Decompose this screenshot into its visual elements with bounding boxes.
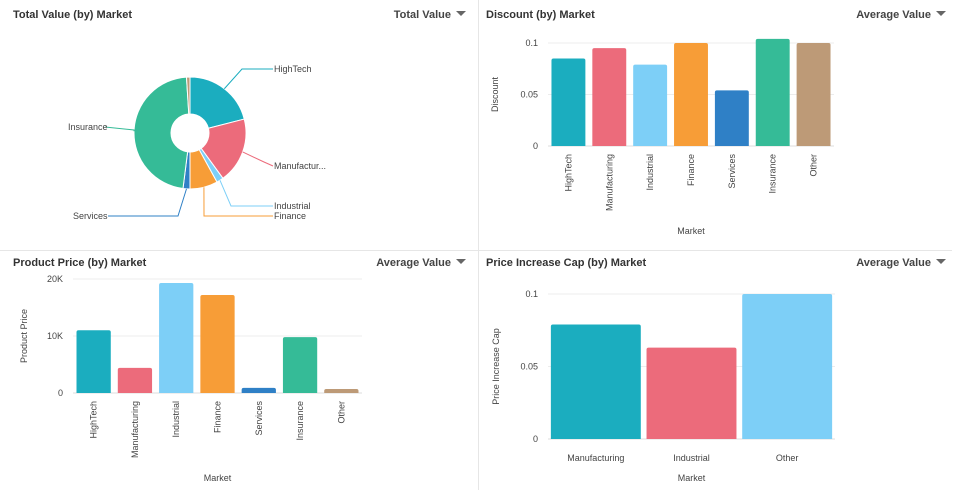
panel-title: Product Price (by) Market xyxy=(13,257,147,269)
aggregation-label: Average Value xyxy=(856,257,931,269)
bar xyxy=(551,58,586,147)
leader-line xyxy=(223,68,273,90)
bar xyxy=(324,389,359,393)
bar xyxy=(742,294,833,439)
slice-label: HighTech xyxy=(274,64,312,74)
x-tick-label: Manufacturing xyxy=(130,401,140,458)
donut-slice xyxy=(189,76,245,129)
horizontal-divider xyxy=(0,250,952,251)
x-tick-label: HighTech xyxy=(89,401,99,439)
y-tick-label: 0 xyxy=(533,434,538,444)
aggregation-dropdown[interactable]: Average Value xyxy=(856,9,946,21)
x-tick-label: Manufacturing xyxy=(567,453,624,463)
x-tick-label: Other xyxy=(336,401,346,424)
x-axis-label: Market xyxy=(677,226,705,236)
panel-title: Discount (by) Market xyxy=(486,9,595,21)
vertical-divider xyxy=(478,0,479,490)
aggregation-label: Average Value xyxy=(376,257,451,269)
donut-slice xyxy=(133,76,190,190)
panel-title: Price Increase Cap (by) Market xyxy=(486,257,647,269)
y-tick-label: 0.1 xyxy=(525,289,538,299)
slice-label: Manufactur... xyxy=(274,161,326,171)
leader-line xyxy=(104,126,135,132)
panel-price-increase-cap: 0 0.05 0.1 Manufacturing Industrial Other Pric… xyxy=(480,252,958,490)
y-tick-label: 0.05 xyxy=(520,362,538,372)
x-tick-label: Industrial xyxy=(171,401,181,438)
caret-down-icon xyxy=(936,11,946,16)
x-axis-label: Market xyxy=(204,473,232,483)
caret-down-icon xyxy=(456,11,466,16)
y-tick-label: 0.05 xyxy=(520,90,538,100)
panel-title: Total Value (by) Market xyxy=(13,9,132,21)
x-tick-label: Other xyxy=(776,453,799,463)
bar xyxy=(633,64,668,146)
slice-label: Industrial xyxy=(274,201,311,211)
aggregation-label: Total Value xyxy=(393,9,451,21)
bar xyxy=(714,90,749,146)
x-tick-label: Industrial xyxy=(673,453,710,463)
bar xyxy=(796,43,831,146)
x-axis-label: Market xyxy=(678,473,706,483)
x-tick-label: Finance xyxy=(213,401,223,433)
bar-chart: 0 0.05 0.1 HighTech Manufacturing Industrial F… xyxy=(490,38,834,236)
bar-chart: 0 0.05 0.1 Manufacturing Industrial Other Pric… xyxy=(491,289,835,483)
y-axis-label: Discount xyxy=(490,76,500,112)
donut-slice xyxy=(185,76,191,115)
x-tick-label: Manufacturing xyxy=(604,154,614,211)
slice-label: Insurance xyxy=(68,122,108,132)
bar xyxy=(550,324,641,439)
slice-label: Services xyxy=(73,211,108,221)
x-tick-label: Services xyxy=(254,401,264,436)
bar xyxy=(755,38,790,146)
y-axis-label: Price Increase Cap xyxy=(491,328,501,405)
bar xyxy=(282,337,318,393)
y-tick-label: 20K xyxy=(47,274,63,284)
x-tick-label: Insurance xyxy=(295,401,305,441)
panel-discount: 0 0.05 0.1 HighTech Manufacturing Industrial F… xyxy=(480,0,958,245)
aggregation-dropdown[interactable]: Average Value xyxy=(856,257,946,269)
y-axis-label: Product Price xyxy=(19,309,29,363)
bar xyxy=(241,387,276,393)
leader-line xyxy=(219,180,273,207)
bar xyxy=(200,294,235,393)
x-tick-label: Industrial xyxy=(645,154,655,191)
leader-line xyxy=(108,188,187,217)
y-tick-label: 0 xyxy=(58,388,63,398)
panel-product-price: 0 10K 20K HighTech Manufacturing Industrial Fi… xyxy=(0,252,478,490)
y-tick-label: 0.1 xyxy=(525,38,538,48)
aggregation-dropdown[interactable]: Average Value xyxy=(376,257,466,269)
x-tick-label: Services xyxy=(727,154,737,189)
x-tick-label: Other xyxy=(809,154,819,177)
bar xyxy=(159,282,194,393)
bar xyxy=(592,48,627,146)
x-tick-label: Insurance xyxy=(768,154,778,194)
caret-down-icon xyxy=(936,259,946,264)
x-tick-label: HighTech xyxy=(563,154,573,192)
leader-line xyxy=(203,187,273,217)
y-tick-label: 0 xyxy=(533,141,538,151)
panel-total-value: HighTech Manufactur... Industrial Finance Se… xyxy=(0,0,478,245)
bar-chart: 0 10K 20K HighTech Manufacturing Industrial Fi… xyxy=(19,274,362,483)
y-tick-label: 10K xyxy=(47,331,63,341)
caret-down-icon xyxy=(456,259,466,264)
bar xyxy=(76,330,111,393)
leader-line xyxy=(242,151,274,167)
x-tick-label: Finance xyxy=(686,154,696,186)
slice-label: Finance xyxy=(274,211,306,221)
bar xyxy=(117,367,153,393)
aggregation-dropdown[interactable]: Total Value xyxy=(394,9,466,21)
aggregation-label: Average Value xyxy=(856,9,931,21)
bar xyxy=(646,347,737,439)
bar xyxy=(674,43,708,146)
